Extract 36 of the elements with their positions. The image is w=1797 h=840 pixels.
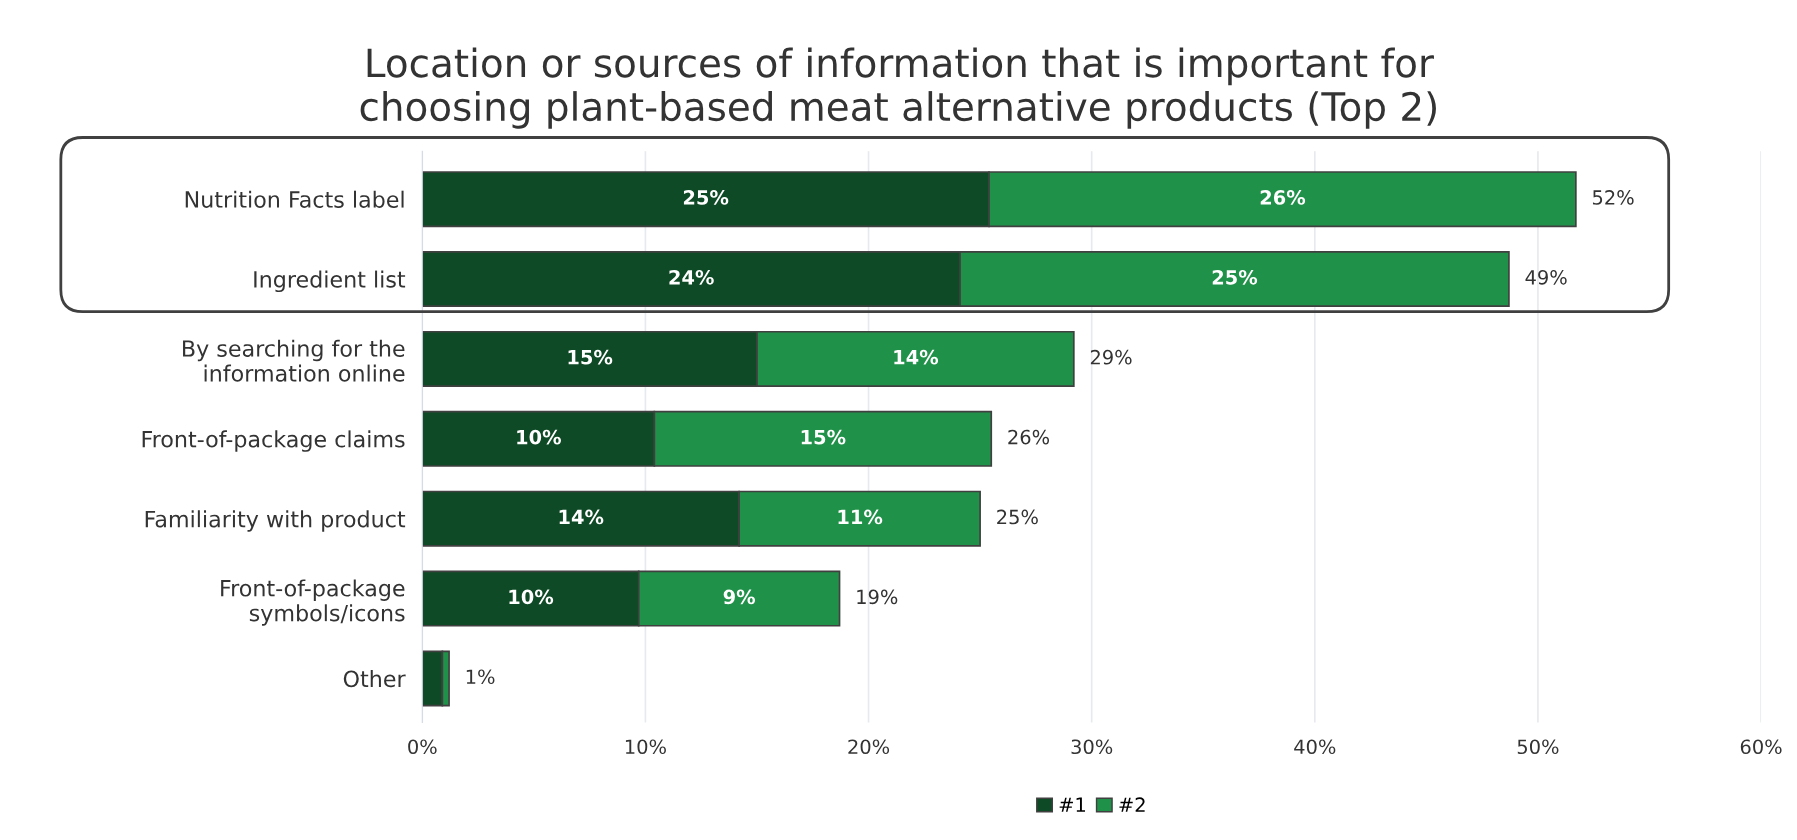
x-tick-label: 50% <box>1517 739 1559 755</box>
data-label: 24% <box>669 269 714 285</box>
data-label: 10% <box>509 589 554 605</box>
y-tick-label: By searching for the information online <box>183 339 405 382</box>
x-tick-label: 40% <box>1294 739 1336 755</box>
total-label: 52% <box>1592 190 1634 205</box>
chart-title: Location or sources of information that is important for choosing plant-based meat alternative products (Top 2) <box>360 47 1436 129</box>
total-label: 25% <box>997 509 1038 525</box>
y-tick-label: Ingredient list <box>254 270 406 293</box>
data-label: 9% <box>723 589 756 605</box>
data-label: 14% <box>894 349 939 365</box>
total-label: 1% <box>466 669 495 685</box>
data-label: 25% <box>1212 269 1258 285</box>
x-tick-label: 10% <box>625 739 666 755</box>
total-label: 26% <box>1008 429 1050 445</box>
x-tick-label: 30% <box>1071 739 1113 755</box>
data-label: 25% <box>683 190 729 205</box>
y-tick-label: Nutrition Facts label <box>185 190 404 208</box>
total-label: 29% <box>1090 349 1132 365</box>
y-tick-label: Other <box>343 670 406 688</box>
data-label: 26% <box>1260 190 1306 205</box>
legend-label: #2 <box>1119 797 1145 812</box>
data-label: 15% <box>568 349 613 365</box>
y-tick-label: Front-of-package symbols/icons <box>221 579 405 626</box>
total-label: 19% <box>857 589 898 605</box>
data-label: 14% <box>559 509 604 525</box>
x-tick-label: 0% <box>408 739 437 755</box>
data-label: 11% <box>838 509 883 525</box>
data-label: 10% <box>517 429 561 445</box>
x-tick-label: 20% <box>848 739 890 755</box>
y-tick-label: Front-of-package claims <box>142 430 405 452</box>
y-tick-label: Familiarity with product <box>145 510 406 532</box>
legend-label: #1 <box>1059 797 1086 812</box>
x-tick-label: 60% <box>1740 739 1782 755</box>
data-label: 15% <box>801 429 846 445</box>
total-label: 49% <box>1525 269 1567 285</box>
